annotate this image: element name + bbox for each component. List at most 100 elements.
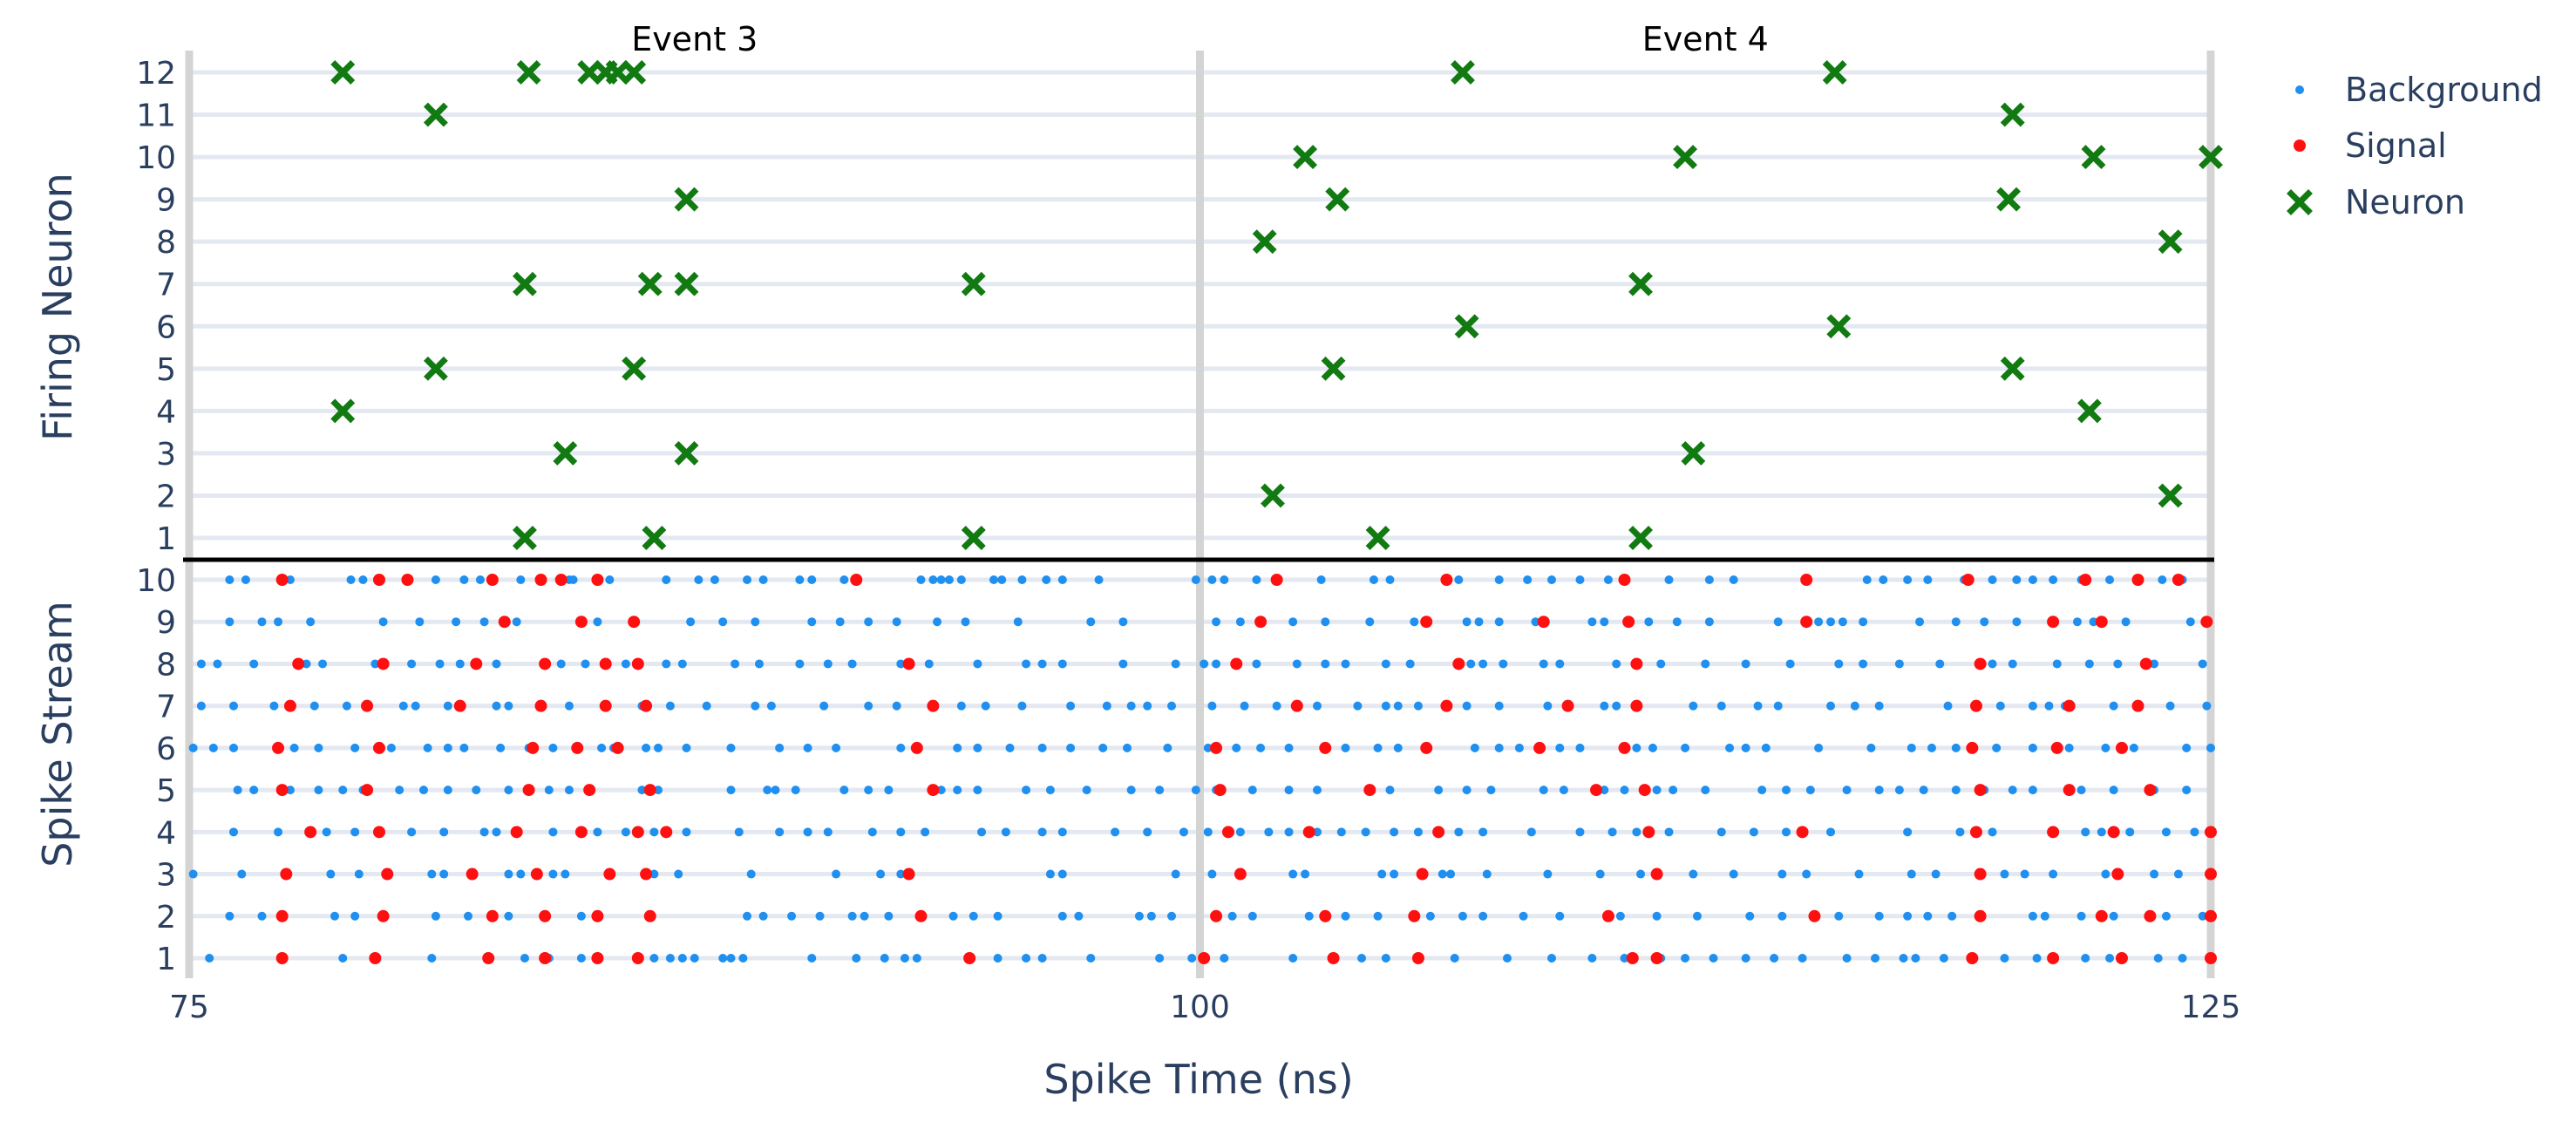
y-tick-label-neuron-panel: 6 <box>156 310 176 345</box>
background-spike-point <box>1074 911 1084 921</box>
signal-spike-point <box>640 699 653 712</box>
signal-spike-point <box>583 784 596 797</box>
background-spike-point <box>1543 869 1553 879</box>
background-spike-point <box>649 827 659 837</box>
background-spike-point <box>1353 701 1363 711</box>
background-spike-point <box>1462 701 1472 711</box>
y-tick-label-neuron-panel: 1 <box>156 521 176 557</box>
background-spike-point <box>1600 701 1609 711</box>
background-spike-point <box>576 911 586 921</box>
background-spike-point <box>1057 575 1067 584</box>
background-spike-point <box>241 575 250 584</box>
background-spike-point <box>1143 827 1152 837</box>
background-spike-point <box>896 869 906 879</box>
background-spike-point <box>2076 911 2086 921</box>
background-spike-point <box>1652 786 1662 795</box>
background-spike-point <box>900 954 909 963</box>
background-spike-point <box>791 786 800 795</box>
background-spike-point <box>1321 659 1330 669</box>
background-spike-point <box>1526 827 1536 837</box>
background-spike-point <box>1126 786 1136 795</box>
background-spike-point <box>1523 575 1533 584</box>
background-spike-point <box>993 954 1003 963</box>
background-spike-point <box>1321 617 1330 627</box>
background-spike-point <box>1482 869 1492 879</box>
background-spike-point <box>1413 827 1423 837</box>
background-spike-point <box>1741 743 1750 752</box>
background-spike-point <box>867 827 877 837</box>
background-spike-point <box>1212 659 1221 669</box>
background-spike-point <box>1988 827 1997 837</box>
neuron-firing-marker <box>553 440 578 466</box>
background-spike-point <box>233 786 242 795</box>
background-spike-point <box>593 827 602 837</box>
background-spike-point <box>548 743 558 752</box>
background-spike-point <box>1438 869 1447 879</box>
background-spike-point <box>1955 827 1965 837</box>
y-tick-label-stream-panel: 1 <box>156 942 176 977</box>
signal-spike-point <box>1638 784 1651 797</box>
background-spike-point <box>1037 827 1047 837</box>
background-spike-point <box>754 659 764 669</box>
signal-spike-point <box>1630 657 1643 670</box>
background-spike-point <box>1834 911 1844 921</box>
y-tick-label-neuron-panel: 3 <box>156 437 176 473</box>
background-spike-point <box>2020 869 2029 879</box>
signal-spike-point <box>1590 784 1603 797</box>
background-spike-point <box>751 617 760 627</box>
background-spike-point <box>1672 617 1682 627</box>
background-spike-point <box>1620 954 1629 963</box>
signal-spike-point <box>1408 909 1421 922</box>
background-spike-point <box>479 827 489 837</box>
signal-spike-point <box>554 574 568 586</box>
background-spike-point <box>1466 659 1476 669</box>
background-spike-point <box>815 911 825 921</box>
signal-spike-point <box>1601 909 1614 922</box>
background-spike-point <box>766 701 776 711</box>
background-spike-point <box>564 701 574 711</box>
background-spike-point <box>1543 701 1553 711</box>
background-spike-point <box>1200 659 1209 669</box>
signal-spike-point <box>522 784 535 797</box>
background-spike-point <box>775 743 785 752</box>
signal-spike-point <box>361 784 374 797</box>
signal-spike-point <box>1808 909 1821 922</box>
background-spike-point <box>289 743 299 752</box>
background-spike-point <box>1704 617 1714 627</box>
background-spike-point <box>1866 743 1876 752</box>
signal-spike-point <box>1452 657 1465 670</box>
background-spike-point <box>832 743 841 752</box>
background-spike-point <box>274 617 283 627</box>
signal-spike-point <box>539 952 552 964</box>
signal-spike-point <box>2095 616 2108 629</box>
points-layer <box>188 60 2223 964</box>
background-spike-point <box>439 827 449 837</box>
signal-spike-point <box>1974 867 1987 881</box>
background-spike-point <box>285 575 295 584</box>
background-spike-point <box>1393 701 1403 711</box>
signal-spike-point <box>927 784 940 797</box>
background-spike-point <box>2101 869 2110 879</box>
background-spike-point <box>1179 827 1188 837</box>
signal-spike-point <box>1363 784 1376 797</box>
background-spike-point <box>1725 743 1735 752</box>
background-spike-point <box>1155 954 1165 963</box>
background-spike-point <box>2198 911 2207 921</box>
y-axis-title-stream-panel: Spike Stream <box>34 601 81 867</box>
signal-spike-point <box>2205 952 2217 964</box>
background-spike-point <box>431 575 440 584</box>
background-spike-point <box>2206 743 2215 752</box>
signal-spike-point <box>1974 784 1987 797</box>
background-spike-point <box>1664 827 1674 837</box>
background-spike-point <box>1001 827 1010 837</box>
background-spike-point <box>2109 786 2118 795</box>
background-spike-point <box>746 869 756 879</box>
background-spike-point <box>1587 617 1597 627</box>
signal-spike-point <box>1618 741 1631 754</box>
y-tick-label-neuron-panel: 10 <box>136 140 176 176</box>
background-spike-point <box>605 575 615 584</box>
background-spike-point <box>637 786 647 795</box>
background-spike-point <box>1462 786 1472 795</box>
background-spike-point <box>249 786 259 795</box>
